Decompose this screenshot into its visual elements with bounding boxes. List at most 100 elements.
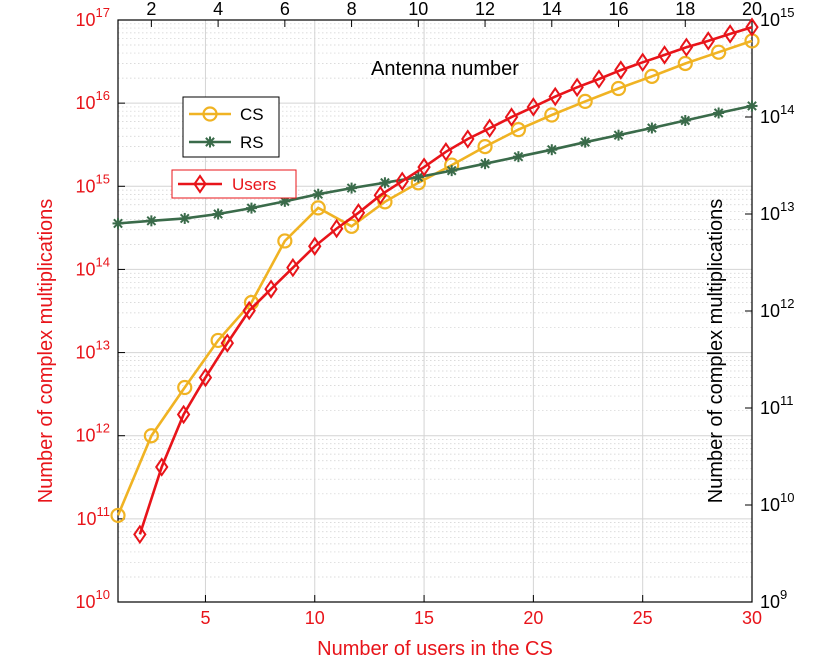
tick-exponent: 9: [780, 587, 787, 602]
tick-base: 10: [76, 259, 96, 279]
point-rs: [646, 122, 658, 134]
point-users: [570, 77, 584, 98]
top-tick-label: 12: [475, 0, 495, 19]
point-rs: [245, 202, 257, 214]
point-cs: [644, 68, 660, 84]
point-cs: [677, 55, 693, 72]
tick-base: 10: [76, 10, 96, 30]
point-rs: [346, 182, 358, 194]
tick-exponent: 16: [96, 88, 110, 103]
left-axis-label: Number of complex multiplications: [35, 199, 57, 504]
point-rs: [746, 100, 758, 112]
point-users: [592, 69, 606, 89]
star-stroke: [113, 218, 123, 229]
point-rs: [279, 195, 291, 207]
point-rs: [546, 144, 558, 156]
star-stroke: [280, 196, 290, 207]
tick-marks: [118, 19, 753, 603]
point-users: [155, 457, 169, 477]
point-rs: [112, 217, 124, 229]
tick-base: 10: [76, 343, 96, 363]
top-axis-label: Antenna number: [371, 58, 519, 80]
bottom-tick-label: 10: [305, 608, 325, 628]
legend-marker-cs: [202, 106, 218, 122]
star-stroke: [205, 137, 215, 147]
legend-entry-cs: [189, 106, 231, 122]
left-tick-label: 1015: [76, 171, 111, 196]
star-stroke: [713, 108, 724, 118]
tick-base: 10: [76, 426, 96, 446]
legend-entry-users: [178, 174, 222, 194]
bottom-axis-label: Number of users in the CS: [317, 638, 553, 660]
top-tick-label: 4: [213, 0, 223, 19]
point-users: [635, 52, 650, 73]
point-users: [548, 86, 562, 107]
tick-exponent: 15: [780, 5, 794, 20]
legend-marker-users: [193, 174, 207, 194]
top-tick-label: 20: [742, 0, 762, 19]
series-line-users: [138, 25, 753, 535]
tick-base: 10: [76, 93, 96, 113]
star-stroke: [747, 101, 757, 111]
top-tick-label: 14: [542, 0, 562, 19]
point-users: [264, 279, 278, 299]
point-cs: [577, 93, 593, 109]
point-cs: [177, 379, 193, 396]
point-cs: [143, 428, 159, 444]
point-users: [461, 129, 475, 149]
point-users: [482, 118, 497, 138]
star-stroke: [246, 203, 257, 213]
tick-base: 10: [760, 301, 780, 321]
right-tick-label: 1012: [760, 296, 795, 321]
star-stroke: [647, 123, 657, 133]
right-tick-label: 1010: [760, 490, 795, 515]
tick-exponent: 14: [780, 102, 794, 117]
star-stroke: [680, 115, 691, 126]
top-tick-label: 18: [675, 0, 695, 19]
legend-label-cs: CS: [240, 105, 264, 124]
tick-exponent: 13: [96, 338, 110, 353]
point-rs: [579, 136, 591, 148]
point-rs: [379, 177, 391, 189]
tick-base: 10: [760, 107, 780, 127]
point-users: [745, 17, 759, 37]
tick-base: 10: [76, 509, 96, 529]
bottom-tick-label: 5: [200, 608, 210, 628]
point-rs: [212, 208, 224, 220]
bottom-tick-label: 15: [414, 608, 434, 628]
star-stroke: [446, 165, 457, 176]
point-cs: [510, 122, 527, 138]
point-rs: [613, 129, 625, 141]
left-tick-label: 1013: [76, 338, 111, 363]
tick-exponent: 17: [96, 5, 110, 20]
point-rs: [713, 107, 725, 119]
point-rs: [679, 115, 691, 127]
point-cs: [477, 139, 493, 155]
point-users: [329, 218, 344, 239]
tick-exponent: 13: [780, 199, 794, 214]
star-stroke: [380, 177, 390, 188]
point-cs: [343, 218, 360, 234]
tick-base: 10: [760, 10, 780, 30]
point-users: [242, 300, 256, 321]
star-stroke: [313, 189, 324, 200]
series-layer: [110, 17, 760, 545]
legend-label-rs: RS: [240, 133, 264, 152]
point-users: [220, 333, 235, 353]
point-cs: [711, 44, 727, 60]
top-tick-label: 6: [280, 0, 290, 19]
tick-base: 10: [760, 204, 780, 224]
point-rs: [479, 158, 491, 170]
point-users: [373, 185, 388, 206]
point-rs: [512, 151, 524, 163]
point-users: [701, 31, 715, 51]
series-users: [133, 17, 759, 545]
series-rs: [112, 100, 758, 229]
right-tick-label: 1014: [760, 102, 795, 127]
left-tick-label: 1011: [76, 504, 110, 529]
tick-exponent: 10: [780, 490, 794, 505]
point-users: [614, 60, 628, 80]
star-stroke: [146, 216, 157, 226]
point-rs: [412, 171, 424, 183]
